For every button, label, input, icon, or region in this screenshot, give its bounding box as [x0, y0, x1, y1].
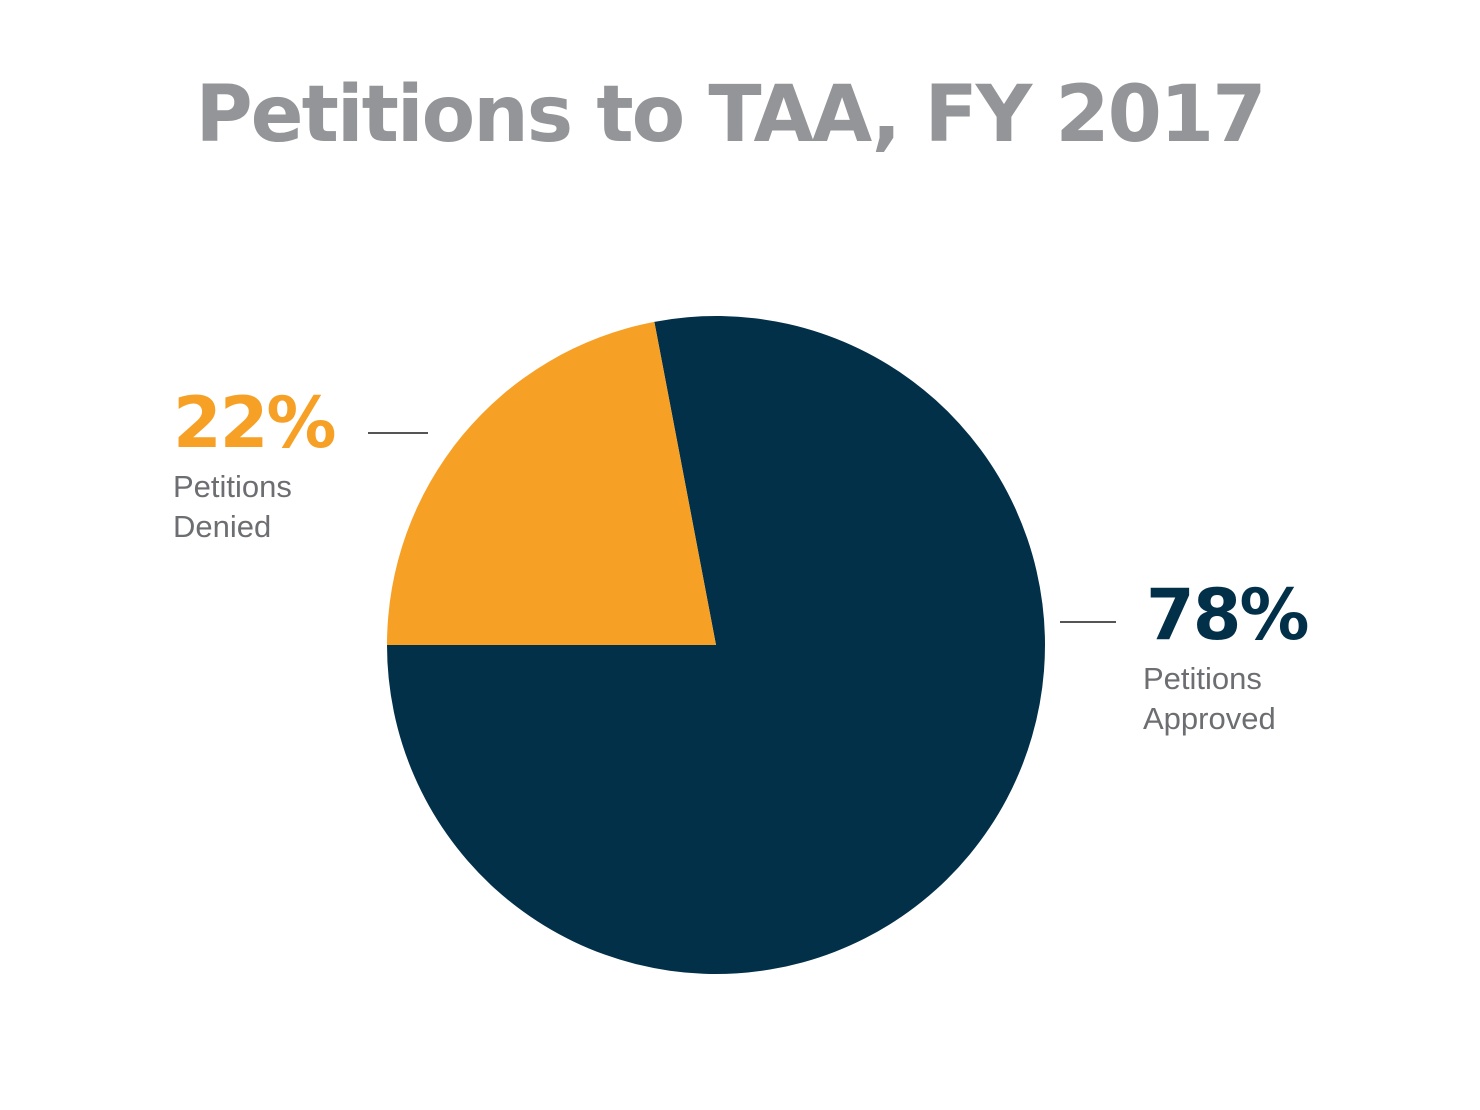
approved-label-line1: Petitions	[1143, 661, 1262, 696]
pie-slice-denied	[387, 321, 716, 645]
denied-percentage: 22%	[173, 382, 337, 464]
chart-title: Petitions to TAA, FY 2017	[195, 70, 1267, 160]
denied-label-line2: Denied	[173, 509, 272, 544]
denied-leader-line	[368, 432, 428, 434]
denied-label: Petitions Denied	[173, 467, 292, 547]
denied-label-line1: Petitions	[173, 469, 292, 504]
approved-label-line2: Approved	[1143, 701, 1276, 736]
pie-slice-approved	[387, 316, 1045, 975]
approved-label: Petitions Approved	[1143, 659, 1276, 739]
approved-leader-line	[1060, 621, 1116, 623]
approved-percentage: 78%	[1146, 574, 1310, 656]
